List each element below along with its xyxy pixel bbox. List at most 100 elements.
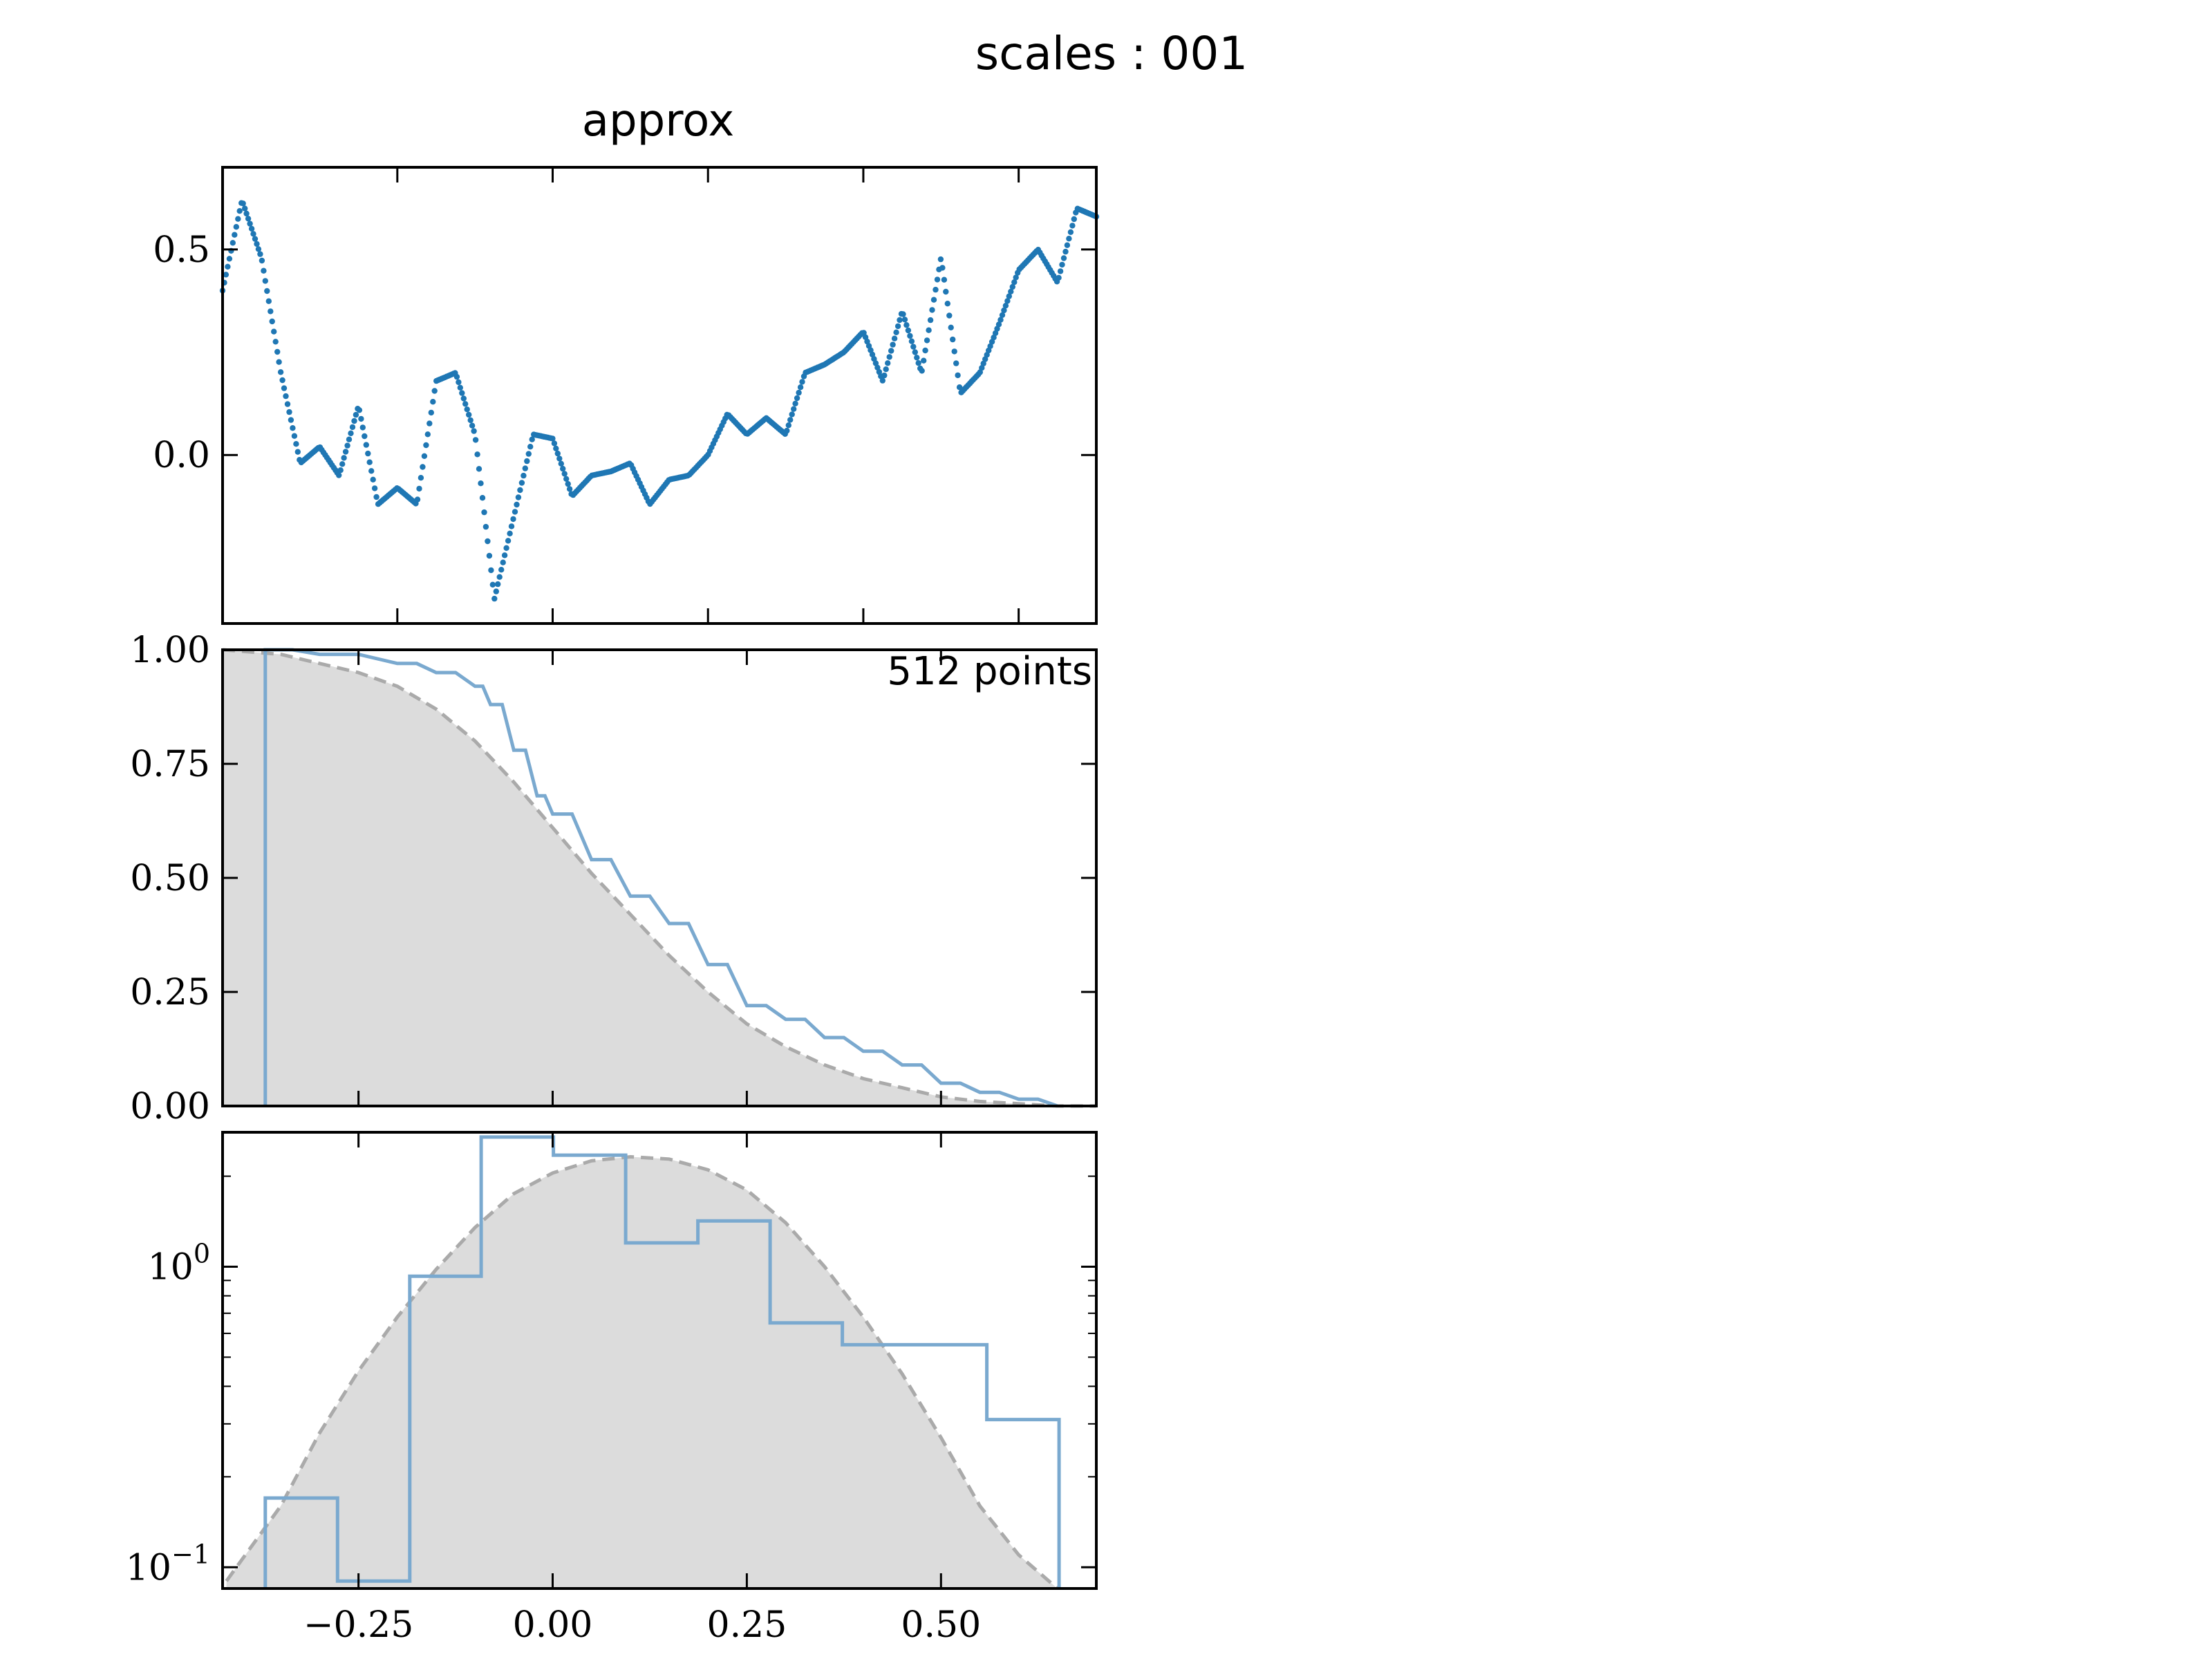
scatter-point bbox=[486, 552, 493, 559]
scatter-point bbox=[261, 268, 267, 274]
scatter-point bbox=[245, 216, 252, 222]
scatter-point bbox=[1011, 279, 1018, 285]
reference-fill bbox=[226, 1156, 1058, 1588]
scatter-point bbox=[507, 530, 513, 536]
scatter-point bbox=[510, 516, 516, 523]
scatter-point bbox=[418, 475, 424, 481]
scatter-point bbox=[946, 312, 953, 319]
scatter-point bbox=[259, 257, 265, 264]
scatter-point bbox=[554, 450, 561, 457]
scatter-point bbox=[255, 246, 262, 252]
scatter-point bbox=[1013, 274, 1019, 281]
scatter-point bbox=[1057, 268, 1064, 274]
scatter-point bbox=[885, 360, 891, 366]
histogram-panel: 100 10−1 −0.25 0.00 0.25 0.50 bbox=[126, 1131, 1098, 1646]
scatter-point bbox=[493, 588, 499, 594]
x-tick-label: 0.50 bbox=[901, 1604, 981, 1646]
scatter-point bbox=[226, 256, 233, 262]
scatter-point bbox=[235, 216, 241, 222]
scatter-point bbox=[888, 348, 894, 354]
scatter-point bbox=[373, 494, 379, 500]
scatter-point bbox=[908, 338, 915, 344]
scatter-point bbox=[416, 485, 422, 492]
scatter-point bbox=[344, 442, 350, 449]
scatter-point bbox=[358, 415, 364, 422]
scatter-point bbox=[232, 232, 238, 238]
scatter-point bbox=[257, 251, 263, 257]
scatter-point bbox=[503, 545, 509, 551]
scatter-point bbox=[453, 373, 460, 380]
scatter-point bbox=[284, 401, 291, 407]
scatter-point bbox=[420, 464, 426, 470]
scatter-point bbox=[269, 318, 275, 325]
scatter-point bbox=[1008, 288, 1014, 294]
scatter-point bbox=[891, 335, 898, 341]
scatter-point bbox=[456, 379, 462, 386]
scatter-point bbox=[991, 335, 997, 341]
scatter-point bbox=[337, 467, 344, 474]
scatter-point bbox=[348, 430, 354, 436]
signal-panel: 0.5 0.0 bbox=[153, 166, 1100, 625]
scatter-point bbox=[277, 369, 284, 375]
scatter-point bbox=[987, 343, 993, 349]
scatter-point bbox=[293, 441, 299, 447]
y-tick-label: 100 bbox=[148, 1238, 210, 1288]
scatter-point bbox=[457, 384, 463, 391]
scatter-point bbox=[1071, 216, 1078, 223]
scatter-point bbox=[992, 330, 999, 337]
scatter-point bbox=[980, 360, 986, 367]
scatter-point bbox=[953, 360, 959, 366]
scatter-point bbox=[431, 388, 438, 394]
scatter-point bbox=[1004, 298, 1011, 304]
y-tick-label: 1.00 bbox=[130, 630, 210, 671]
scatter-point bbox=[341, 455, 347, 461]
scatter-point bbox=[459, 390, 465, 396]
scatter-point bbox=[349, 424, 356, 431]
y-tick-exponent: 0 bbox=[194, 1238, 210, 1268]
scatter-point bbox=[240, 200, 246, 207]
scatter-point bbox=[930, 297, 937, 303]
scatter-point bbox=[883, 366, 889, 373]
y-tick-label: 0.0 bbox=[153, 435, 210, 476]
scatter-point bbox=[464, 406, 470, 413]
scatter-point bbox=[518, 480, 525, 486]
scatter-point bbox=[561, 471, 568, 477]
scatter-point bbox=[941, 276, 948, 283]
scatter-point bbox=[929, 307, 935, 313]
scatter-point bbox=[276, 359, 282, 365]
panel-title: approx bbox=[582, 95, 734, 147]
scatter-point bbox=[934, 276, 941, 283]
scatter-point bbox=[1001, 307, 1007, 314]
scatter-point bbox=[994, 326, 1000, 332]
scatter-point bbox=[342, 449, 349, 455]
survival-ticks: 0.00 0.25 0.50 0.75 1.00 bbox=[130, 630, 1096, 1127]
points-annotation: 512 points bbox=[887, 649, 1092, 694]
scatter-point bbox=[474, 451, 480, 458]
scatter-point bbox=[861, 330, 867, 336]
scatter-point bbox=[868, 347, 874, 353]
scatter-point bbox=[563, 476, 570, 482]
scatter-point bbox=[356, 407, 363, 413]
scatter-point bbox=[890, 341, 896, 348]
scatter-point bbox=[864, 338, 870, 345]
scatter-point bbox=[932, 286, 939, 293]
scatter-point bbox=[797, 384, 804, 391]
scatter-point bbox=[274, 348, 281, 355]
empirical-curve bbox=[263, 648, 1058, 1108]
scatter-point bbox=[919, 368, 925, 374]
signal-ticks: 0.5 0.0 bbox=[153, 167, 1096, 624]
scatter-point bbox=[359, 424, 366, 431]
scatter-point bbox=[243, 210, 250, 217]
scatter-point bbox=[955, 372, 961, 379]
scatter-point bbox=[1062, 248, 1069, 255]
scatter-point bbox=[514, 501, 520, 508]
scatter-point bbox=[279, 377, 285, 384]
x-tick-label: 0.00 bbox=[513, 1604, 593, 1646]
scatter-point bbox=[353, 411, 359, 418]
scatter-point bbox=[871, 356, 877, 362]
scatter-point bbox=[999, 312, 1006, 318]
scatter-point bbox=[428, 409, 434, 416]
scatter-point bbox=[796, 389, 802, 396]
scatter-point bbox=[948, 324, 954, 330]
scatter-point bbox=[286, 409, 292, 415]
